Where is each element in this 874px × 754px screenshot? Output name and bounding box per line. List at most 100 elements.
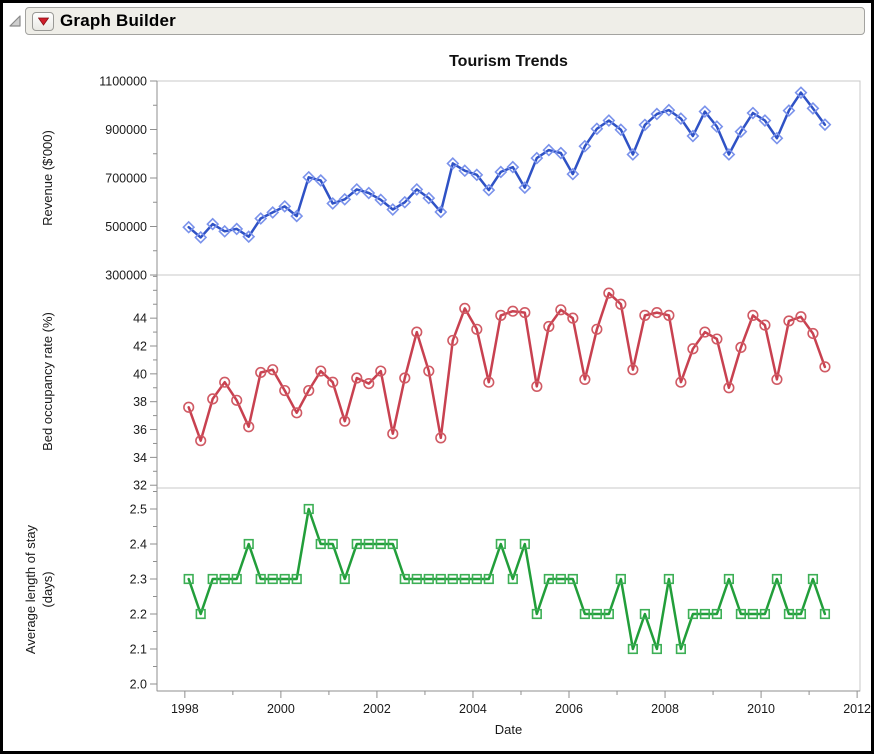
data-point-marker[interactable] xyxy=(375,538,386,550)
data-point-marker[interactable] xyxy=(495,538,506,550)
data-point-marker[interactable] xyxy=(627,364,639,376)
data-point-marker[interactable] xyxy=(711,608,723,620)
data-point-marker[interactable] xyxy=(807,573,819,585)
data-point-marker[interactable] xyxy=(483,376,495,388)
data-point-marker[interactable] xyxy=(686,129,700,143)
data-point-marker[interactable] xyxy=(351,538,362,550)
data-point-marker[interactable] xyxy=(291,407,303,419)
data-point-marker[interactable] xyxy=(183,573,194,585)
data-point-marker[interactable] xyxy=(626,148,640,161)
disclosure-triangle-icon[interactable] xyxy=(7,13,23,29)
data-point-marker[interactable] xyxy=(267,573,278,585)
data-point-marker[interactable] xyxy=(746,106,760,120)
data-point-marker[interactable] xyxy=(195,608,206,620)
data-point-marker[interactable] xyxy=(519,306,531,319)
data-point-marker[interactable] xyxy=(255,366,267,379)
data-point-marker[interactable] xyxy=(195,435,207,447)
data-point-marker[interactable] xyxy=(627,643,638,655)
data-point-marker[interactable] xyxy=(303,384,315,397)
data-point-marker[interactable] xyxy=(614,123,628,137)
data-point-marker[interactable] xyxy=(363,377,375,390)
data-point-marker[interactable] xyxy=(783,315,795,327)
data-point-marker[interactable] xyxy=(603,287,615,299)
data-point-marker[interactable] xyxy=(315,365,327,377)
data-point-marker[interactable] xyxy=(375,365,387,377)
data-point-marker[interactable] xyxy=(434,205,448,219)
data-point-marker[interactable] xyxy=(423,573,434,585)
data-point-marker[interactable] xyxy=(675,376,687,388)
data-point-marker[interactable] xyxy=(242,230,256,244)
data-point-marker[interactable] xyxy=(711,333,723,345)
data-point-marker[interactable] xyxy=(506,160,520,174)
data-point-marker[interactable] xyxy=(471,323,483,335)
data-point-marker[interactable] xyxy=(818,118,832,132)
data-point-marker[interactable] xyxy=(459,302,471,315)
data-point-marker[interactable] xyxy=(339,573,350,585)
data-point-marker[interactable] xyxy=(494,165,508,179)
data-point-marker[interactable] xyxy=(182,220,196,234)
data-point-marker[interactable] xyxy=(650,107,664,121)
data-point-marker[interactable] xyxy=(219,376,231,388)
data-point-marker[interactable] xyxy=(591,608,602,620)
data-point-marker[interactable] xyxy=(638,118,652,132)
data-point-marker[interactable] xyxy=(698,105,712,118)
data-point-marker[interactable] xyxy=(266,206,280,219)
data-point-marker[interactable] xyxy=(290,209,304,223)
data-point-marker[interactable] xyxy=(411,573,422,585)
data-point-marker[interactable] xyxy=(447,573,458,585)
data-point-marker[interactable] xyxy=(387,428,399,440)
data-point-marker[interactable] xyxy=(446,157,460,170)
data-point-marker[interactable] xyxy=(483,573,494,585)
data-point-marker[interactable] xyxy=(447,334,459,347)
data-point-marker[interactable] xyxy=(327,376,339,388)
data-point-marker[interactable] xyxy=(699,326,711,338)
data-point-marker[interactable] xyxy=(362,186,376,200)
data-point-marker[interactable] xyxy=(315,538,326,550)
data-point-marker[interactable] xyxy=(758,114,772,127)
data-point-marker[interactable] xyxy=(518,181,532,195)
data-point-marker[interactable] xyxy=(531,380,543,392)
data-point-marker[interactable] xyxy=(770,131,784,145)
data-point-marker[interactable] xyxy=(639,608,650,620)
data-point-marker[interactable] xyxy=(759,319,771,331)
data-point-marker[interactable] xyxy=(435,432,447,444)
data-point-marker[interactable] xyxy=(602,114,616,127)
data-point-marker[interactable] xyxy=(398,195,412,209)
data-point-marker[interactable] xyxy=(735,341,747,353)
data-point-marker[interactable] xyxy=(795,608,807,620)
data-point-marker[interactable] xyxy=(542,143,556,157)
data-point-marker[interactable] xyxy=(482,183,496,197)
data-point-marker[interactable] xyxy=(578,139,592,153)
data-point-marker[interactable] xyxy=(387,538,398,550)
data-point-marker[interactable] xyxy=(183,401,195,413)
data-point-marker[interactable] xyxy=(231,394,243,406)
data-point-marker[interactable] xyxy=(291,573,302,585)
data-point-marker[interactable] xyxy=(243,421,255,433)
data-point-marker[interactable] xyxy=(794,86,808,100)
data-point-marker[interactable] xyxy=(795,311,807,323)
data-point-marker[interactable] xyxy=(555,573,566,585)
data-point-marker[interactable] xyxy=(747,309,759,321)
data-point-marker[interactable] xyxy=(363,538,374,550)
data-point-marker[interactable] xyxy=(194,230,208,244)
data-point-marker[interactable] xyxy=(435,573,446,585)
data-point-marker[interactable] xyxy=(662,103,676,117)
data-point-marker[interactable] xyxy=(639,309,651,321)
data-point-marker[interactable] xyxy=(782,104,796,118)
data-point-marker[interactable] xyxy=(519,538,530,550)
data-point-marker[interactable] xyxy=(207,573,218,585)
data-point-marker[interactable] xyxy=(663,573,674,585)
data-point-marker[interactable] xyxy=(339,415,351,427)
data-point-marker[interactable] xyxy=(615,298,627,310)
data-point-marker[interactable] xyxy=(422,191,436,205)
data-point-marker[interactable] xyxy=(470,168,484,182)
data-point-marker[interactable] xyxy=(207,393,219,405)
data-point-marker[interactable] xyxy=(423,365,435,377)
data-point-marker[interactable] xyxy=(566,167,580,181)
data-point-marker[interactable] xyxy=(771,573,783,585)
data-point-marker[interactable] xyxy=(399,573,410,585)
data-point-marker[interactable] xyxy=(218,224,232,238)
data-point-marker[interactable] xyxy=(674,112,688,126)
data-point-marker[interactable] xyxy=(723,573,735,585)
data-point-marker[interactable] xyxy=(807,327,819,340)
